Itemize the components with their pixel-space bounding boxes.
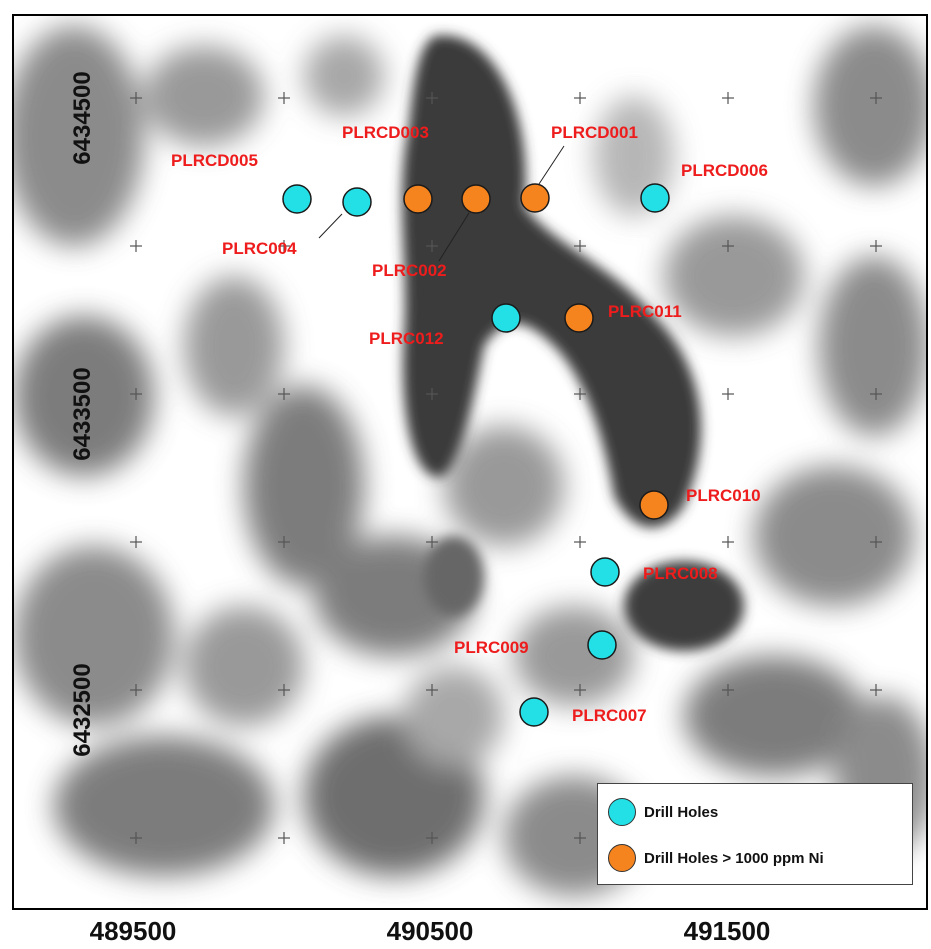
legend-item-high-ni: Drill Holes > 1000 ppm Ni [608,844,824,872]
dark-anomaly [402,35,744,651]
drill-hole-label: PLRCD003 [342,123,429,142]
drill-hole-plrc009: PLRC009 [454,630,617,660]
x-axis: 489500 490500 491500 [0,910,931,949]
x-tick-label: 490500 [386,916,474,946]
orange-circle-icon [608,844,636,872]
drill-hole-marker [282,184,312,214]
map-raster: PLRCD005 PLRC004 PLRCD003 PLRC002 PLRCD001 PL… [14,16,926,908]
cyan-circle-icon [608,798,636,826]
high-ni-drill-hole-marker [520,183,550,213]
x-tick-label: 491500 [683,916,771,946]
drill-hole-plrc004: PLRC004 [222,187,372,258]
leader-line [318,213,343,239]
drill-hole-label: PLRC010 [686,486,761,505]
drill-hole-plrcd006: PLRCD006 [640,161,768,213]
drill-hole-label: PLRC008 [643,564,718,583]
drill-hole-layer: PLRCD005 PLRC004 PLRCD003 PLRC002 PLRCD001 PL… [171,123,768,727]
drill-hole-marker [491,303,521,333]
x-tick-label: 489500 [89,916,177,946]
drill-hole-label: PLRC004 [222,239,297,258]
drill-hole-plrcd003: PLRCD003 [342,123,433,214]
drill-hole-plrcd001: PLRCD001 [520,123,638,213]
drill-hole-plrc007: PLRC007 [519,697,647,727]
drill-hole-marker [640,183,670,213]
drill-hole-marker [587,630,617,660]
high-ni-drill-hole-marker [403,184,433,214]
drill-hole-marker [342,187,372,217]
drill-hole-label: PLRC009 [454,638,529,657]
leader-line [438,212,470,262]
high-ni-drill-hole-marker [461,184,491,214]
magnetic-map: PLRCD005 PLRC004 PLRCD003 PLRC002 PLRCD001 PL… [12,14,928,910]
drill-hole-label: PLRC007 [572,706,647,725]
drill-hole-label: PLRCD006 [681,161,768,180]
drill-hole-plrc012: PLRC012 [369,303,521,348]
leader-line [538,145,565,185]
drill-hole-label: PLRCD001 [551,123,638,142]
legend: Drill Holes Drill Holes > 1000 ppm Ni [597,783,913,885]
legend-label: Drill Holes > 1000 ppm Ni [644,849,824,867]
high-ni-drill-hole-marker [639,490,669,520]
drill-hole-label: PLRCD005 [171,151,258,170]
legend-item-drill-holes: Drill Holes [608,798,718,826]
drill-hole-marker [590,557,620,587]
drill-hole-plrcd005: PLRCD005 [171,151,312,214]
drill-hole-marker [519,697,549,727]
drill-hole-plrc008: PLRC008 [590,557,718,587]
drill-hole-label: PLRC011 [608,302,682,321]
high-ni-drill-hole-marker [564,303,594,333]
legend-label: Drill Holes [644,803,719,821]
drill-hole-plrc002: PLRC002 [372,184,491,280]
drill-hole-plrc011: PLRC011 [564,302,682,333]
drill-hole-label: PLRC012 [369,329,444,348]
drill-hole-label: PLRC002 [372,261,447,280]
drill-hole-plrc010: PLRC010 [639,486,761,520]
